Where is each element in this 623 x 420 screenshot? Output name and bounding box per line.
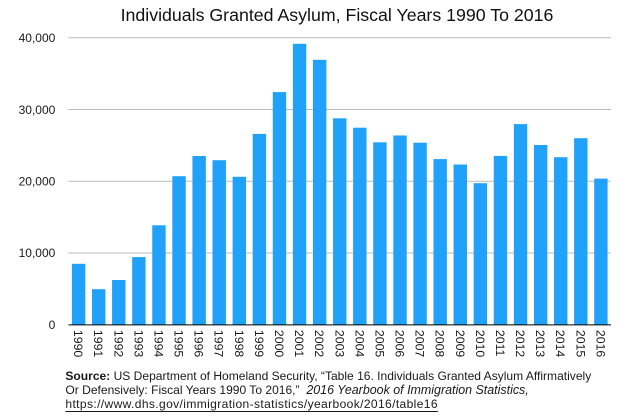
svg-text:Individuals Granted Asylum, Fi: Individuals Granted Asylum, Fiscal Years… bbox=[121, 5, 554, 25]
svg-text:10,000: 10,000 bbox=[19, 246, 56, 260]
svg-text:2008: 2008 bbox=[433, 330, 447, 358]
svg-text:1997: 1997 bbox=[212, 330, 226, 358]
svg-text:1993: 1993 bbox=[131, 330, 145, 358]
svg-text:2000: 2000 bbox=[272, 330, 286, 358]
svg-text:1990: 1990 bbox=[71, 330, 85, 358]
svg-text:2001: 2001 bbox=[292, 330, 306, 358]
svg-text:40,000: 40,000 bbox=[19, 31, 56, 45]
svg-text:2009: 2009 bbox=[453, 330, 467, 358]
svg-text:1994: 1994 bbox=[151, 330, 165, 358]
svg-text:2003: 2003 bbox=[332, 330, 346, 358]
svg-text:2005: 2005 bbox=[372, 330, 386, 358]
svg-text:2011: 2011 bbox=[493, 330, 507, 357]
svg-text:2015: 2015 bbox=[573, 330, 587, 358]
svg-text:2002: 2002 bbox=[312, 330, 326, 358]
svg-text:0: 0 bbox=[49, 318, 56, 332]
svg-text:1999: 1999 bbox=[252, 330, 266, 358]
svg-text:2013: 2013 bbox=[533, 330, 547, 358]
svg-text:2006: 2006 bbox=[393, 330, 407, 358]
svg-text:1992: 1992 bbox=[111, 330, 125, 358]
svg-text:1996: 1996 bbox=[192, 330, 206, 358]
svg-text:2007: 2007 bbox=[413, 330, 427, 358]
svg-text:1995: 1995 bbox=[172, 330, 186, 358]
svg-text:30,000: 30,000 bbox=[19, 103, 56, 117]
svg-text:2012: 2012 bbox=[513, 330, 527, 358]
svg-text:20,000: 20,000 bbox=[19, 175, 56, 189]
svg-text:2004: 2004 bbox=[352, 330, 366, 358]
svg-text:1991: 1991 bbox=[91, 330, 105, 358]
svg-text:2016: 2016 bbox=[593, 330, 607, 358]
svg-text:1998: 1998 bbox=[232, 330, 246, 358]
svg-text:2014: 2014 bbox=[553, 330, 567, 358]
svg-text:2010: 2010 bbox=[473, 330, 487, 358]
